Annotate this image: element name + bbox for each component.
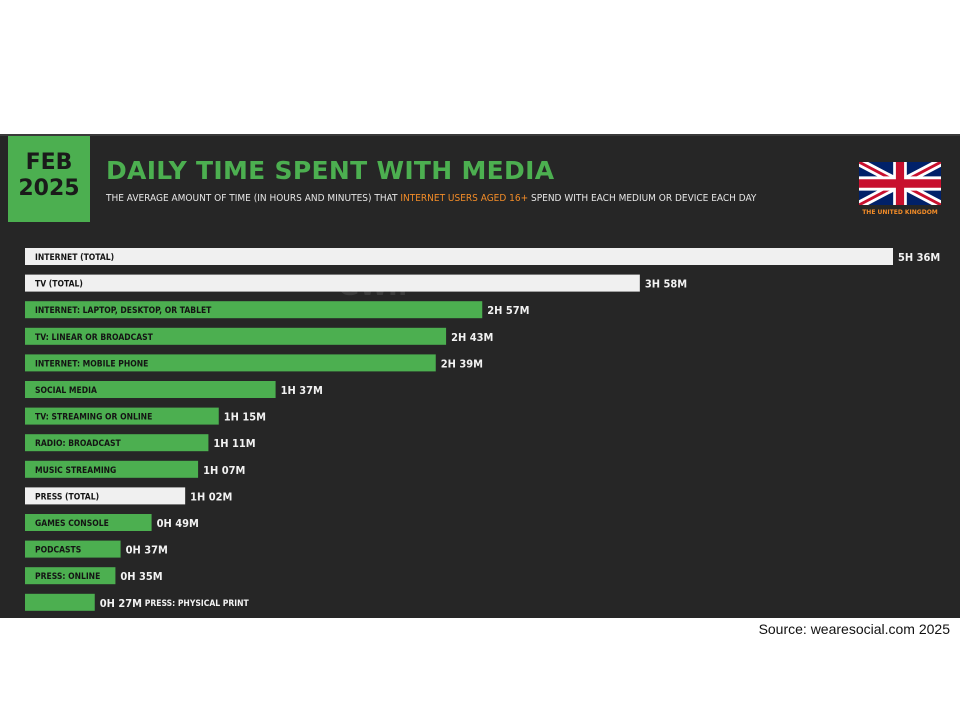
badge-year: 2025 [18,176,80,201]
bar-6 [25,407,219,425]
chart-title: DAILY TIME SPENT WITH MEDIA [106,156,555,185]
country-label: THE UNITED KINGDOM [862,209,938,216]
bar-8 [25,460,199,478]
category-label-10: GAMES CONSOLE [35,519,109,529]
bar-0 [25,248,893,265]
value-label-11: 0H 37M [126,544,168,557]
category-label-12: PRESS: ONLINE [35,572,100,582]
date-badge: FEB 2025 [8,136,90,222]
category-label-9: PRESS (TOTAL) [35,492,99,502]
bar-5 [25,381,276,398]
subtitle-highlight: INTERNET USERS AGED 16+ [400,193,529,204]
category-label-5: SOCIAL MEDIA [35,386,97,396]
category-label-6: TV: STREAMING OR ONLINE [35,413,152,423]
bar-4 [25,354,436,372]
value-label-12: 0H 35M [120,570,162,583]
value-label-3: 2H 43M [451,331,493,344]
bar-9 [25,487,186,505]
bar-10 [25,514,152,531]
bar-11 [25,540,121,558]
bar-13 [25,593,95,611]
value-label-5: 1H 37M [281,384,323,397]
value-label-0: 5H 36M [898,251,940,264]
report-panel: FEB 2025 DAILY TIME SPENT WITH MEDIA THE… [0,134,960,618]
source-note: Source: wearesocial.com 2025 [758,621,950,637]
category-label-7: RADIO: BROADCAST [35,439,122,449]
category-label-11: PODCASTS [35,546,81,556]
bar-2 [25,301,483,319]
category-label-4: INTERNET: MOBILE PHONE [35,359,148,369]
category-label-13: PRESS: PHYSICAL PRINT [145,599,250,609]
badge-month: FEB [25,150,73,175]
bar-1 [25,274,640,292]
category-label-8: MUSIC STREAMING [35,466,116,476]
category-label-2: INTERNET: LAPTOP, DESKTOP, OR TABLET [35,306,212,316]
category-label-1: TV (TOTAL) [35,280,83,290]
value-label-9: 1H 02M [190,490,232,503]
category-label-0: INTERNET (TOTAL) [35,253,114,263]
chart-subtitle: THE AVERAGE AMOUNT OF TIME (IN HOURS AND… [106,193,756,204]
bar-12 [25,567,116,585]
bar-3 [25,327,447,345]
category-label-3: TV: LINEAR OR BROADCAST [35,333,154,343]
value-label-4: 2H 39M [441,357,483,370]
value-label-1: 3H 58M [645,278,687,291]
value-label-6: 1H 15M [224,411,266,424]
value-label-10: 0H 49M [157,517,199,530]
value-label-2: 2H 57M [487,304,529,317]
uk-flag-icon [859,162,941,205]
value-label-8: 1H 07M [203,464,245,477]
value-label-13: 0H 27M [100,597,142,610]
subtitle-text-start: THE AVERAGE AMOUNT OF TIME (IN HOURS AND… [106,193,401,204]
value-label-7: 1H 11M [213,437,255,450]
subtitle-text-end: SPEND WITH EACH MEDIUM OR DEVICE EACH DA… [528,193,757,204]
bar-7 [25,434,209,452]
